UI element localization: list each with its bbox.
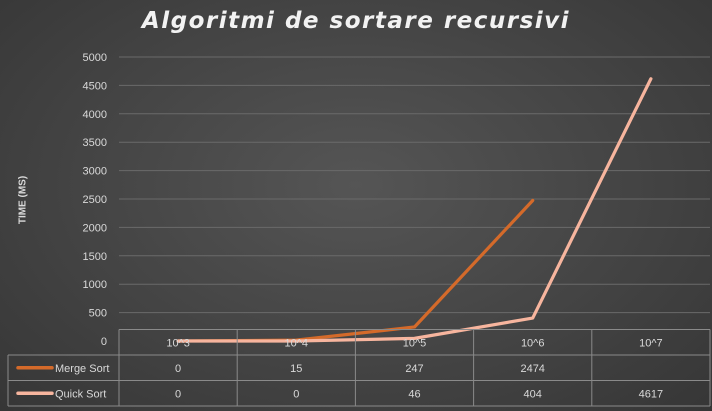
y-tick-label: 4000	[83, 109, 107, 121]
y-tick-label: 5000	[83, 52, 107, 64]
legend-label: Merge Sort	[55, 363, 109, 375]
gridlines	[119, 56, 710, 314]
x-category-label: 10^4	[285, 337, 309, 349]
x-category-label: 10^7	[639, 337, 663, 349]
y-tick-label: 2000	[83, 222, 107, 234]
data-value: 4617	[639, 388, 663, 400]
data-value: 0	[175, 388, 181, 400]
x-category-label: 10^5	[403, 337, 427, 349]
y-tick-label: 1500	[83, 251, 107, 263]
y-tick-label: 3500	[83, 137, 107, 149]
data-value: 0	[293, 388, 299, 400]
chart-title: Algoritmi de sortare recursivi	[141, 8, 571, 34]
y-tick-label: 0	[101, 336, 107, 348]
y-tick-label: 500	[89, 308, 107, 320]
data-value: 247	[405, 363, 423, 375]
y-tick-label: 3000	[83, 166, 107, 178]
y-tick-label: 1000	[83, 279, 107, 291]
x-category-label: 10^3	[166, 337, 190, 349]
data-table: 10^3 10^4 10^5 10^6 10^7 Merge Sort 0 15 247 2474…	[7, 329, 711, 407]
data-value: 46	[408, 388, 420, 400]
x-category-label: 10^6	[521, 337, 545, 349]
data-value: 0	[175, 363, 181, 375]
data-value: 404	[524, 388, 542, 400]
y-axis-ticks: 0 500 1000 1500 2000 2500 3000 3500 4000 4500 5000	[83, 52, 107, 348]
data-value: 15	[290, 363, 302, 375]
y-tick-label: 4500	[83, 80, 107, 92]
series-lines	[176, 77, 653, 343]
y-tick-label: 2500	[83, 194, 107, 206]
series-line-quick-sort	[176, 77, 653, 343]
series-line-merge-sort	[176, 198, 535, 343]
legend-label: Quick Sort	[55, 388, 106, 400]
data-value: 2474	[520, 363, 544, 375]
